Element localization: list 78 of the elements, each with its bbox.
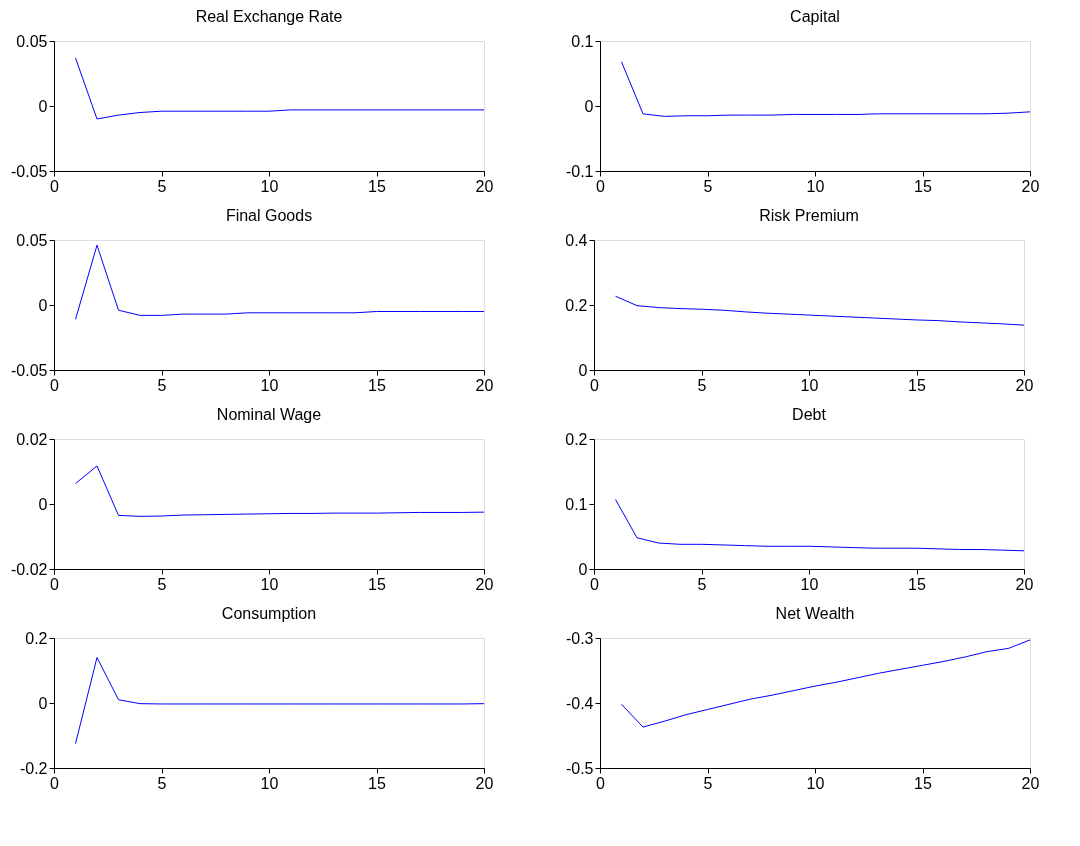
x-tick-label: 15 <box>914 774 932 792</box>
x-tick-label: 10 <box>260 376 279 394</box>
x-tick-label: 0 <box>596 177 606 195</box>
x-tick-label: 5 <box>157 575 167 593</box>
x-tick-label: 5 <box>157 177 167 195</box>
y-tick-label: -0.4 <box>565 694 594 712</box>
x-tick-label: 5 <box>157 376 167 394</box>
y-tick-label: 0.1 <box>565 495 588 513</box>
y-tick-label: 0 <box>578 560 588 578</box>
line-series <box>75 57 485 120</box>
x-tick-label: 20 <box>475 376 494 394</box>
line-series <box>615 498 1025 552</box>
x-tick-label: 15 <box>368 774 386 792</box>
line-series <box>75 657 485 745</box>
x-tick-label: 0 <box>50 177 60 195</box>
y-tick-label: 0.2 <box>25 629 48 647</box>
x-tick-label: 5 <box>697 575 707 593</box>
line-series <box>621 61 1031 117</box>
x-tick-label: 15 <box>908 575 926 593</box>
y-tick-label: 0.2 <box>565 430 588 448</box>
y-tick-label: -0.1 <box>565 162 594 180</box>
chart-title: Capital <box>790 8 840 25</box>
y-tick-label: -0.05 <box>11 162 48 180</box>
y-tick-label: 0.05 <box>16 231 48 249</box>
y-tick-label: 0 <box>584 97 594 115</box>
line-series <box>75 465 485 517</box>
chart-title: Consumption <box>221 605 317 622</box>
line-series <box>621 639 1031 728</box>
x-tick-label: 20 <box>475 177 494 195</box>
x-tick-label: 5 <box>157 774 167 792</box>
y-tick-label: 0.05 <box>16 32 48 50</box>
y-tick-label: 0.4 <box>565 231 588 249</box>
chart-title: Risk Premium <box>759 207 859 224</box>
x-tick-label: 0 <box>596 774 606 792</box>
chart-title: Net Wealth <box>775 605 855 622</box>
y-tick-label: -0.2 <box>19 759 48 777</box>
x-tick-label: 10 <box>800 575 819 593</box>
x-tick-label: 10 <box>260 774 279 792</box>
chart-title: Nominal Wage <box>216 406 322 423</box>
x-tick-label: 10 <box>806 177 825 195</box>
x-tick-label: 15 <box>368 177 386 195</box>
line-series <box>615 295 1025 326</box>
y-tick-label: 0.02 <box>16 430 48 448</box>
x-tick-label: 10 <box>800 376 819 394</box>
x-tick-label: 10 <box>806 774 825 792</box>
x-tick-label: 20 <box>1021 774 1040 792</box>
y-tick-label: 0 <box>38 495 48 513</box>
y-tick-label: -0.02 <box>11 560 48 578</box>
x-tick-label: 20 <box>1021 177 1040 195</box>
chart-title: Debt <box>792 406 827 423</box>
x-tick-label: 20 <box>1015 575 1034 593</box>
x-tick-label: 15 <box>908 376 926 394</box>
y-tick-label: 0.2 <box>565 296 588 314</box>
chart-title: Final Goods <box>225 207 313 224</box>
x-tick-label: 0 <box>50 774 60 792</box>
x-tick-label: 10 <box>260 575 279 593</box>
x-tick-label: 0 <box>50 575 60 593</box>
y-tick-label: 0 <box>38 97 48 115</box>
x-tick-label: 20 <box>475 774 494 792</box>
x-tick-label: 15 <box>368 376 386 394</box>
x-tick-label: 20 <box>475 575 494 593</box>
x-tick-label: 5 <box>697 376 707 394</box>
x-tick-label: 5 <box>703 774 713 792</box>
chart-title: Real Exchange Rate <box>195 8 343 25</box>
line-series <box>75 244 485 320</box>
x-tick-label: 15 <box>368 575 386 593</box>
y-tick-label: 0 <box>38 694 48 712</box>
x-tick-label: 20 <box>1015 376 1034 394</box>
y-tick-label: 0 <box>578 361 588 379</box>
x-tick-label: 0 <box>50 376 60 394</box>
x-tick-label: 5 <box>703 177 713 195</box>
y-tick-label: 0 <box>38 296 48 314</box>
y-tick-label: -0.3 <box>565 629 594 647</box>
y-tick-label: -0.05 <box>11 361 48 379</box>
y-tick-label: 0.1 <box>571 32 594 50</box>
x-tick-label: 15 <box>914 177 932 195</box>
y-tick-label: -0.5 <box>565 759 594 777</box>
x-tick-label: 10 <box>260 177 279 195</box>
